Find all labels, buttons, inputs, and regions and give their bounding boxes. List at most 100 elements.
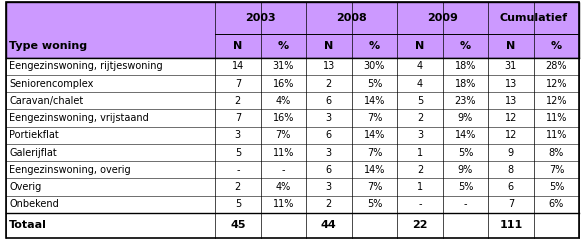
Text: 7%: 7% [276,130,291,140]
Text: 2008: 2008 [336,13,367,23]
Text: 2: 2 [417,113,423,123]
Text: 2: 2 [326,199,332,209]
Text: 1: 1 [417,182,423,192]
Text: -: - [418,199,422,209]
Text: -: - [464,199,467,209]
Text: 8: 8 [508,165,514,175]
Text: 6: 6 [508,182,514,192]
Text: 13: 13 [323,61,335,71]
Text: 1: 1 [417,148,423,157]
Text: %: % [551,41,562,51]
Text: 9%: 9% [457,113,473,123]
Text: 12: 12 [505,113,517,123]
Text: 16%: 16% [273,113,294,123]
Text: 11%: 11% [273,199,294,209]
Text: 12: 12 [505,130,517,140]
Bar [6,2,579,58]
Text: 5%: 5% [367,78,382,89]
Text: 2003: 2003 [245,13,276,23]
Bar [6,58,579,75]
Text: 7%: 7% [367,148,382,157]
Text: 31: 31 [505,61,517,71]
Text: 4%: 4% [276,182,291,192]
Text: 12%: 12% [546,78,567,89]
Text: 7%: 7% [549,165,564,175]
Text: 44: 44 [321,220,337,230]
Text: 2: 2 [235,182,241,192]
Bar [6,109,579,127]
Text: Type woning: Type woning [9,41,88,51]
Text: N: N [233,41,243,51]
Text: Totaal: Totaal [9,220,47,230]
Text: Onbekend: Onbekend [9,199,59,209]
Bar [6,196,579,213]
Text: 7%: 7% [367,113,382,123]
Text: 14%: 14% [364,96,385,106]
Bar [6,92,579,109]
Bar [6,213,579,238]
Text: 2009: 2009 [427,13,458,23]
Text: 6: 6 [326,96,332,106]
Text: 11%: 11% [546,113,567,123]
Text: 7: 7 [235,113,241,123]
Text: 16%: 16% [273,78,294,89]
Text: Caravan/chalet: Caravan/chalet [9,96,84,106]
Text: 9: 9 [508,148,514,157]
Bar [6,75,579,92]
Text: 9%: 9% [457,165,473,175]
Text: 7: 7 [235,78,241,89]
Text: Eengezinswoning, rijtjeswoning: Eengezinswoning, rijtjeswoning [9,61,163,71]
Text: 5: 5 [417,96,423,106]
Text: 31%: 31% [273,61,294,71]
Text: 3: 3 [326,113,332,123]
Text: Cumulatief: Cumulatief [500,13,567,23]
Text: 13: 13 [505,78,517,89]
Text: 14: 14 [232,61,244,71]
Text: 5%: 5% [367,199,382,209]
Text: Eengezinswoning, overig: Eengezinswoning, overig [9,165,131,175]
Bar [6,178,579,196]
Text: 12%: 12% [546,96,567,106]
Bar [6,127,579,144]
Text: 3: 3 [235,130,241,140]
Text: 14%: 14% [364,165,385,175]
Text: 28%: 28% [546,61,567,71]
Text: 11%: 11% [273,148,294,157]
Text: 5%: 5% [549,182,564,192]
Text: 18%: 18% [455,78,476,89]
Text: 8%: 8% [549,148,564,157]
Text: 4: 4 [417,78,423,89]
Text: 3: 3 [326,148,332,157]
Text: 3: 3 [326,182,332,192]
Text: 30%: 30% [364,61,385,71]
Text: 23%: 23% [455,96,476,106]
Text: 14%: 14% [364,130,385,140]
Bar [6,161,579,178]
Bar [6,144,579,161]
Text: %: % [369,41,380,51]
Text: 22: 22 [412,220,428,230]
Text: %: % [460,41,471,51]
Text: Eengezinswoning, vrijstaand: Eengezinswoning, vrijstaand [9,113,149,123]
Text: 45: 45 [230,220,246,230]
Text: -: - [236,165,240,175]
Text: Seniorencomplex: Seniorencomplex [9,78,94,89]
Text: 4%: 4% [276,96,291,106]
Text: -: - [281,165,285,175]
Text: 5%: 5% [457,148,473,157]
Text: 2: 2 [417,165,423,175]
Text: 18%: 18% [455,61,476,71]
Text: N: N [324,41,333,51]
Text: N: N [415,41,425,51]
Text: %: % [278,41,289,51]
Text: Overig: Overig [9,182,42,192]
Text: 7%: 7% [367,182,382,192]
Text: 111: 111 [499,220,522,230]
Text: N: N [506,41,515,51]
Text: 5: 5 [235,148,241,157]
Bar [6,2,579,58]
Text: 5: 5 [235,199,241,209]
Text: 11%: 11% [546,130,567,140]
Text: 6: 6 [326,130,332,140]
Text: 4: 4 [417,61,423,71]
